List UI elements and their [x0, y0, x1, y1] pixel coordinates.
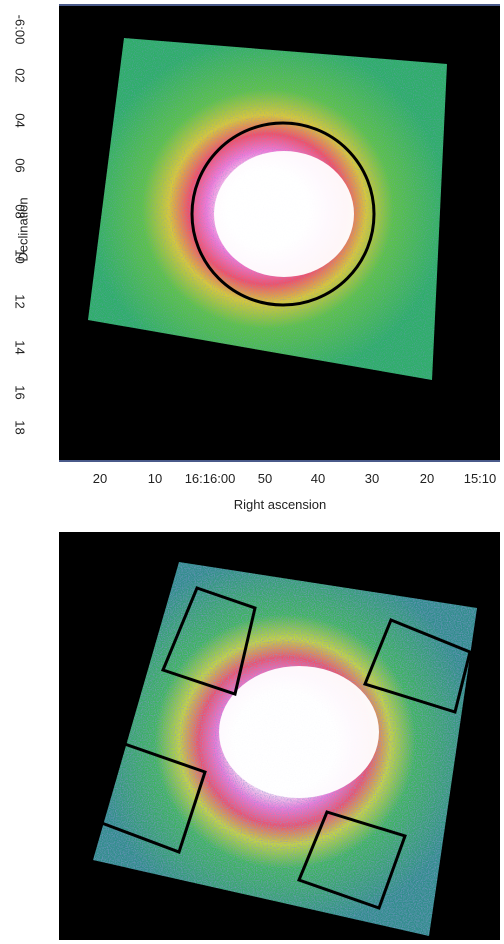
- background-region-box: [362, 618, 472, 714]
- y-tick-label: 12: [12, 294, 28, 309]
- y-tick-label: 18: [12, 420, 28, 435]
- background-region-box: [160, 586, 257, 696]
- x-tick-label: 20: [92, 471, 108, 486]
- background-regions: [97, 586, 472, 910]
- top-frame-edge: [59, 4, 500, 6]
- x-axis-label: Right ascension: [233, 497, 327, 512]
- x-tick-label: 50: [257, 471, 273, 486]
- background-region-box: [297, 810, 407, 910]
- source-extraction-circle: [190, 121, 376, 307]
- y-tick-label: 04: [12, 113, 28, 128]
- background-region-box: [97, 740, 207, 854]
- x-tick-label: 10: [147, 471, 163, 486]
- bottom-frame-edge: [59, 460, 500, 462]
- x-tick-label: 15:10: [463, 471, 497, 486]
- x-tick-label: 20: [419, 471, 435, 486]
- x-tick-label: 40: [310, 471, 326, 486]
- y-tick-label: 06: [12, 158, 28, 173]
- x-tick-label: 30: [364, 471, 380, 486]
- bottom-xray-image: [59, 532, 500, 940]
- y-tick-label: 02: [12, 68, 28, 83]
- bottom-image-svg: [93, 562, 477, 936]
- top-image-svg: [88, 38, 447, 380]
- x-tick-label: 16:16:00: [184, 471, 236, 486]
- top-xray-image: [59, 4, 500, 462]
- y-tick-label: 14: [12, 340, 28, 355]
- y-tick-label: 16: [12, 385, 28, 400]
- y-axis-label: Declination: [15, 197, 31, 262]
- y-tick-label: -6:00: [12, 14, 28, 45]
